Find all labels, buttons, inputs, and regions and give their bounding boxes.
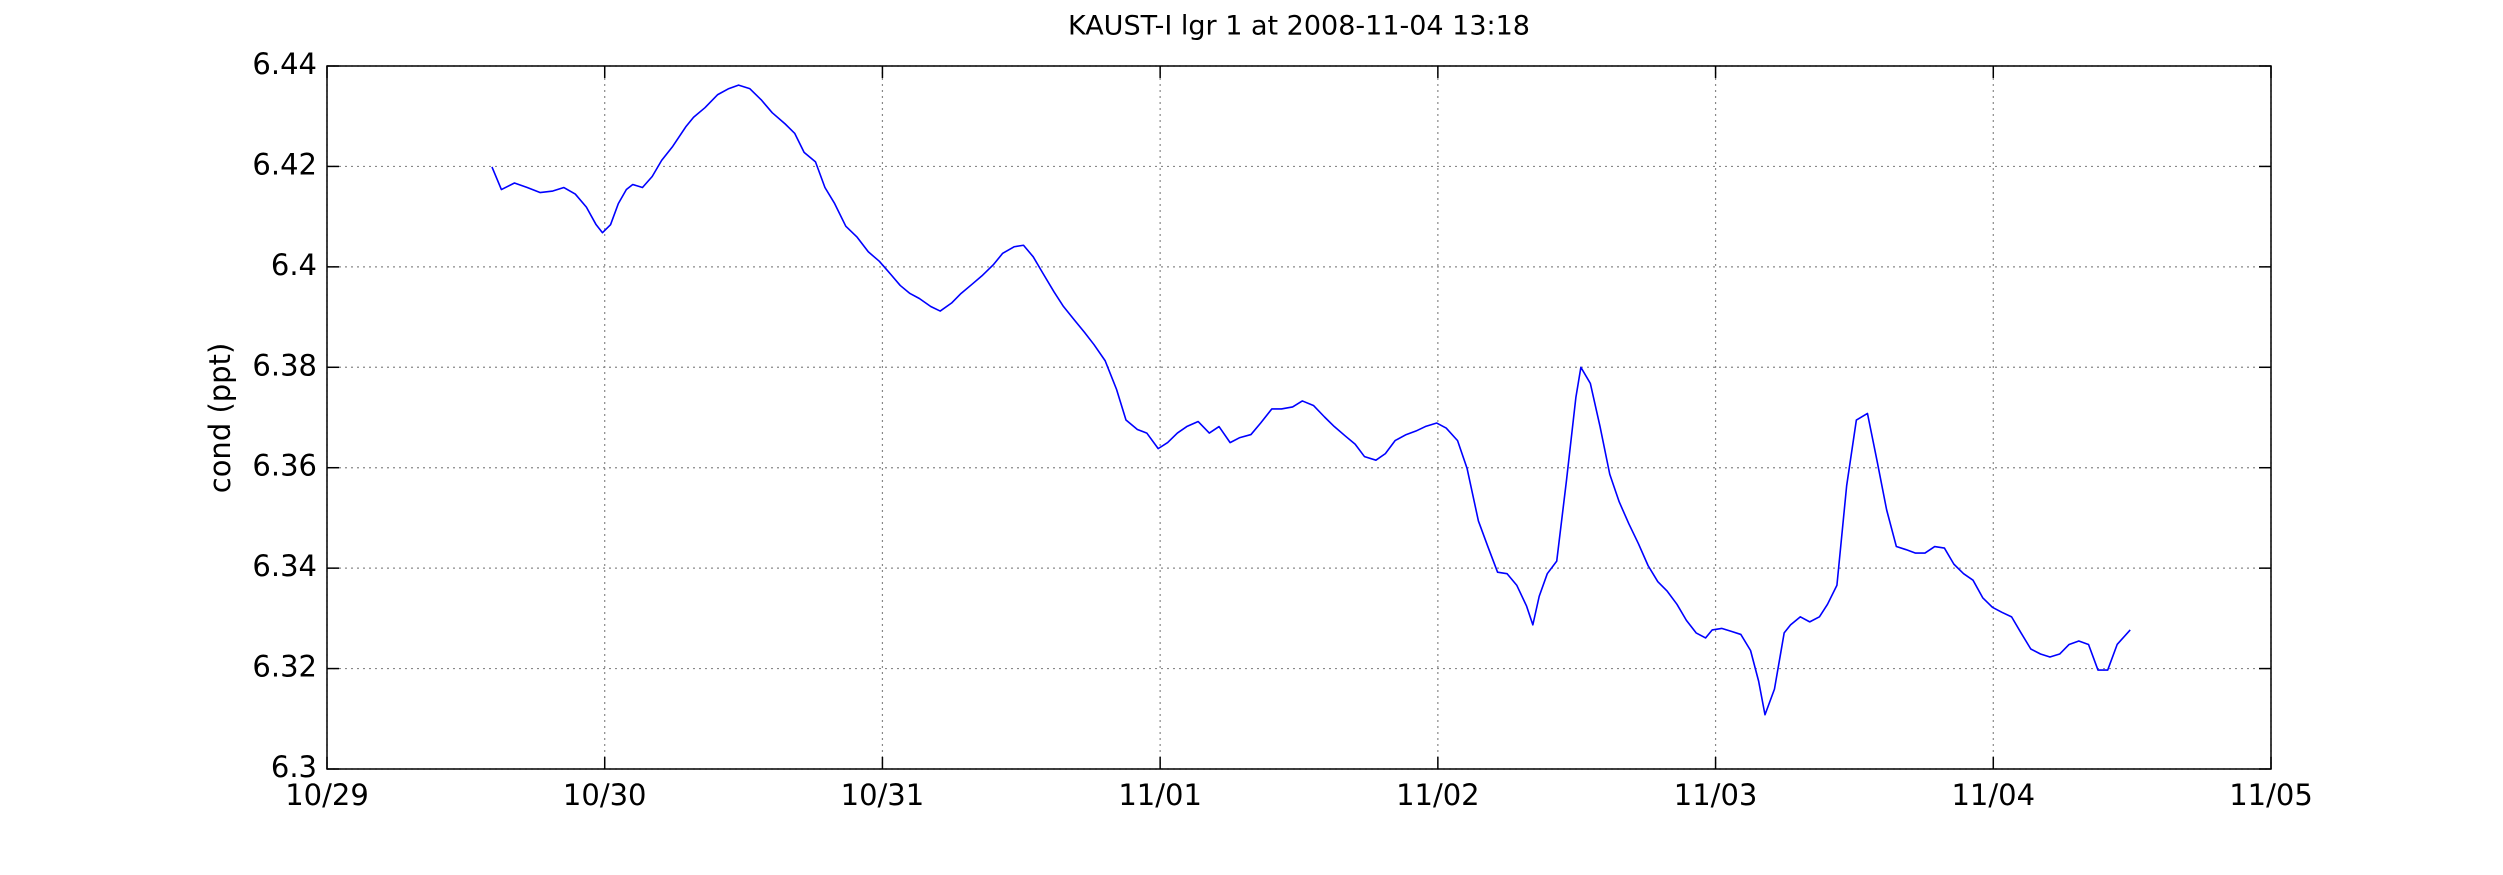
y-tick-label: 6.32 bbox=[252, 650, 317, 684]
data-line bbox=[491, 84, 2131, 716]
y-axis-label: cond (ppt) bbox=[203, 343, 237, 494]
y-tick-label: 6.44 bbox=[252, 47, 317, 81]
x-tick-label: 10/29 bbox=[285, 778, 369, 812]
y-tick-label: 6.42 bbox=[252, 147, 317, 181]
x-tick-label: 11/02 bbox=[1396, 778, 1480, 812]
x-tick-label: 11/01 bbox=[1118, 778, 1202, 812]
plot-frame bbox=[326, 65, 2272, 770]
y-tick-label: 6.38 bbox=[252, 348, 317, 382]
x-tick-label: 11/03 bbox=[1674, 778, 1758, 812]
x-tick-label: 10/30 bbox=[563, 778, 647, 812]
x-tick-label: 10/31 bbox=[841, 778, 925, 812]
chart-title: KAUST-I lgr 1 at 2008-11-04 13:18 bbox=[1068, 11, 1530, 42]
y-tick-label: 6.3 bbox=[271, 750, 317, 784]
y-tick-label: 6.4 bbox=[271, 248, 317, 282]
y-tick-label: 6.36 bbox=[252, 449, 317, 483]
y-tick-label: 6.34 bbox=[252, 549, 317, 583]
x-tick-label: 11/05 bbox=[2229, 778, 2313, 812]
x-tick-label: 11/04 bbox=[1951, 778, 2035, 812]
